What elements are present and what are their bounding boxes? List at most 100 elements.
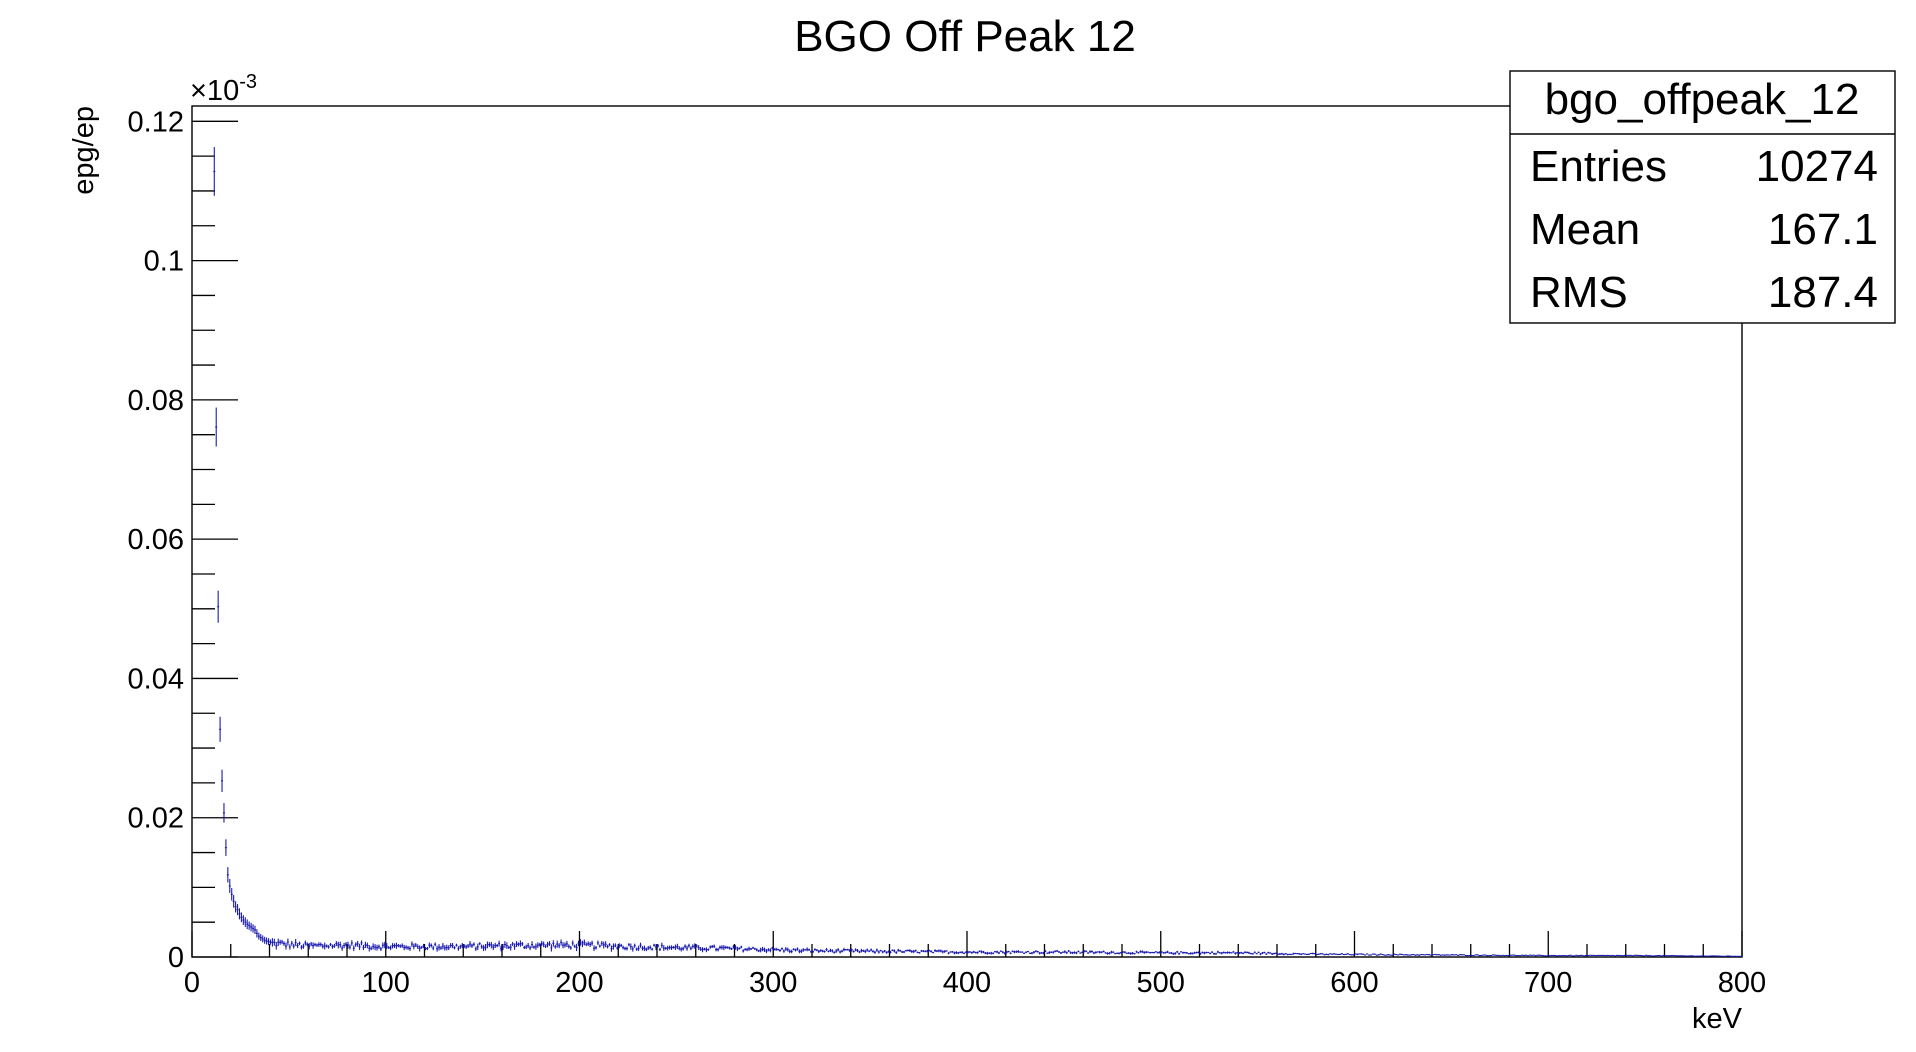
- data-point: [1069, 951, 1072, 954]
- data-point: [1501, 954, 1504, 956]
- data-point: [655, 944, 658, 951]
- data-point: [662, 945, 665, 951]
- data-point: [1096, 951, 1099, 953]
- data-point: [1420, 953, 1423, 956]
- data-point: [1079, 952, 1082, 954]
- data-point: [500, 945, 503, 952]
- data-point: [240, 912, 243, 923]
- data-point: [1689, 955, 1692, 957]
- data-point: [693, 943, 696, 949]
- data-point: [839, 950, 842, 954]
- data-point: [366, 942, 369, 949]
- data-point: [387, 946, 390, 949]
- data-point: [1457, 954, 1460, 956]
- data-point: [903, 950, 906, 954]
- stats-mean-label: Mean: [1530, 205, 1640, 254]
- data-point: [1261, 951, 1264, 955]
- data-point: [325, 944, 328, 948]
- data-point: [703, 947, 706, 951]
- data-point: [633, 943, 636, 948]
- data-point: [1528, 954, 1531, 956]
- data-point: [461, 942, 464, 949]
- data-point: [1548, 955, 1551, 957]
- data-point: [1616, 954, 1619, 956]
- data-point: [1147, 951, 1150, 953]
- data-point: [465, 944, 468, 950]
- data-point: [1021, 951, 1024, 953]
- data-point: [232, 895, 235, 908]
- data-point: [1614, 955, 1617, 957]
- data-point: [294, 938, 297, 946]
- data-point: [532, 945, 535, 949]
- data-point: [567, 944, 570, 949]
- data-point: [866, 948, 869, 952]
- data-point: [589, 941, 592, 948]
- data-point: [1058, 951, 1061, 953]
- data-point: [1104, 952, 1107, 954]
- data-point: [622, 945, 625, 950]
- data-point: [1561, 955, 1564, 957]
- data-point: [668, 945, 671, 950]
- data-point: [1430, 954, 1433, 956]
- data-point: [705, 947, 708, 953]
- data-point: [738, 947, 741, 950]
- data-point: [1335, 953, 1338, 955]
- data-point: [1209, 952, 1212, 955]
- data-point: [486, 941, 489, 949]
- data-point: [1358, 953, 1361, 955]
- data-point: [1368, 954, 1371, 956]
- data-point: [904, 949, 907, 952]
- data-point: [1435, 954, 1438, 956]
- data-point: [1133, 953, 1136, 955]
- data-point: [259, 934, 262, 941]
- data-point: [488, 942, 491, 947]
- data-point: [1050, 951, 1053, 954]
- data-point: [811, 950, 814, 953]
- data-point: [339, 941, 342, 948]
- x-tick-label: 300: [749, 967, 797, 999]
- data-point: [1013, 950, 1016, 954]
- data-point: [676, 943, 679, 950]
- data-point: [408, 946, 411, 951]
- data-point: [1395, 954, 1398, 956]
- data-point: [281, 939, 284, 945]
- data-point: [841, 949, 844, 953]
- data-point: [430, 943, 433, 948]
- data-point: [558, 943, 561, 949]
- data-point: [901, 950, 904, 954]
- data-point: [1459, 954, 1462, 956]
- data-point: [521, 941, 524, 946]
- data-point: [963, 952, 966, 955]
- data-point: [813, 948, 816, 951]
- data-point: [1542, 955, 1545, 957]
- data-point: [858, 950, 861, 954]
- data-point: [230, 888, 233, 901]
- data-point: [718, 945, 721, 950]
- data-point: [736, 946, 739, 952]
- data-point: [496, 943, 499, 948]
- data-point: [1375, 954, 1378, 956]
- data-point: [1449, 954, 1452, 956]
- data-point: [1197, 951, 1200, 954]
- data-point: [1629, 954, 1632, 956]
- data-point: [292, 943, 295, 949]
- data-point: [1251, 953, 1254, 955]
- data-point: [1660, 955, 1663, 957]
- data-point: [682, 946, 685, 951]
- data-point: [1546, 955, 1549, 957]
- data-point: [856, 949, 859, 953]
- x-tick-label: 200: [555, 967, 603, 999]
- data-point: [1298, 952, 1301, 955]
- data-point: [1218, 952, 1221, 954]
- data-point: [614, 943, 617, 948]
- data-point: [1048, 951, 1051, 955]
- data-point: [1162, 952, 1165, 954]
- data-point: [314, 942, 317, 947]
- data-point: [784, 947, 787, 951]
- data-point: [253, 925, 256, 935]
- data-point: [1201, 951, 1204, 954]
- data-point: [1271, 952, 1274, 956]
- data-point: [1230, 952, 1233, 954]
- data-point: [1282, 953, 1285, 956]
- stats-rms-label: RMS: [1530, 268, 1628, 317]
